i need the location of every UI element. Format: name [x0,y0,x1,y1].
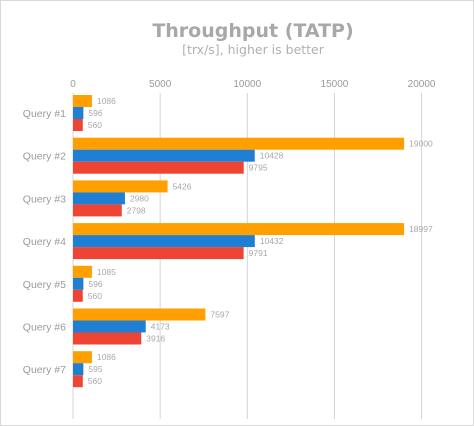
bar-0-2 [73,119,83,131]
data-label-3-2: 9791 [249,248,268,258]
bar-4-0 [73,265,92,278]
bar-5-2 [73,332,142,345]
category-label-5: Query #6 [23,322,66,334]
bar-4-1 [73,277,84,290]
x-tick-label-3: 15000 [321,79,349,90]
bar-2-2 [73,204,122,217]
data-label-2-1: 2980 [130,193,149,203]
bar-3-1 [73,235,255,248]
category-label-0: Query #1 [23,108,66,120]
bar-6-1 [73,363,84,376]
data-label-0-0: 1086 [97,96,116,106]
bar-4-2 [73,289,83,302]
bar-1-0 [73,137,405,150]
category-label-2: Query #3 [23,193,66,205]
data-label-6-2: 560 [88,376,102,386]
category-label-6: Query #7 [23,364,66,376]
data-label-4-1: 596 [88,279,102,289]
x-tick-label-4: 20000 [408,79,436,90]
bar-2-0 [73,180,168,193]
bar-5-0 [73,308,206,321]
data-label-5-1: 4173 [151,322,170,332]
bars [73,95,405,388]
data-label-6-1: 595 [88,364,102,374]
category-label-1: Query #2 [23,151,66,163]
bar-1-1 [73,149,255,162]
data-label-4-0: 1085 [97,267,116,277]
data-label-5-2: 3916 [146,334,165,344]
data-label-5-0: 7597 [210,310,229,320]
x-axis-ticks: 0 5000 10000 15000 20000 [70,79,436,90]
data-label-1-2: 9795 [249,163,268,173]
data-label-2-2: 2798 [127,205,146,215]
data-label-2-0: 5426 [173,181,192,191]
x-tick-label-0: 0 [70,79,76,90]
bar-1-2 [73,161,244,174]
data-label-0-2: 560 [88,120,102,130]
data-labels: 1086 596 560 19000 10428 9795 5426 2980 2798 1899… [88,96,433,386]
data-label-1-0: 19000 [409,139,433,149]
y-axis-categories: Query #1 Query #2 Query #3 Query #4 Query #5… [23,108,66,376]
data-label-1-1: 10428 [260,151,284,161]
data-label-3-0: 18997 [409,224,433,234]
bar-3-2 [73,247,244,260]
data-label-4-2: 560 [88,291,102,301]
x-tick-label-1: 5000 [149,79,172,90]
bar-6-0 [73,351,92,364]
x-tick-label-2: 10000 [233,79,261,90]
data-label-3-1: 10432 [260,236,284,246]
data-label-0-1: 596 [88,108,102,118]
data-label-6-0: 1086 [97,352,116,362]
bar-5-1 [73,320,146,333]
bar-0-1 [73,107,84,119]
category-label-4: Query #5 [23,279,66,291]
bar-3-0 [73,223,405,236]
category-label-3: Query #4 [23,236,66,248]
bar-0-0 [73,95,92,107]
bar-2-1 [73,192,125,205]
chart-title: Throughput (TATP) [152,20,353,42]
chart-subtitle: [trx/s], higher is better [182,42,325,57]
bar-6-2 [73,375,83,388]
